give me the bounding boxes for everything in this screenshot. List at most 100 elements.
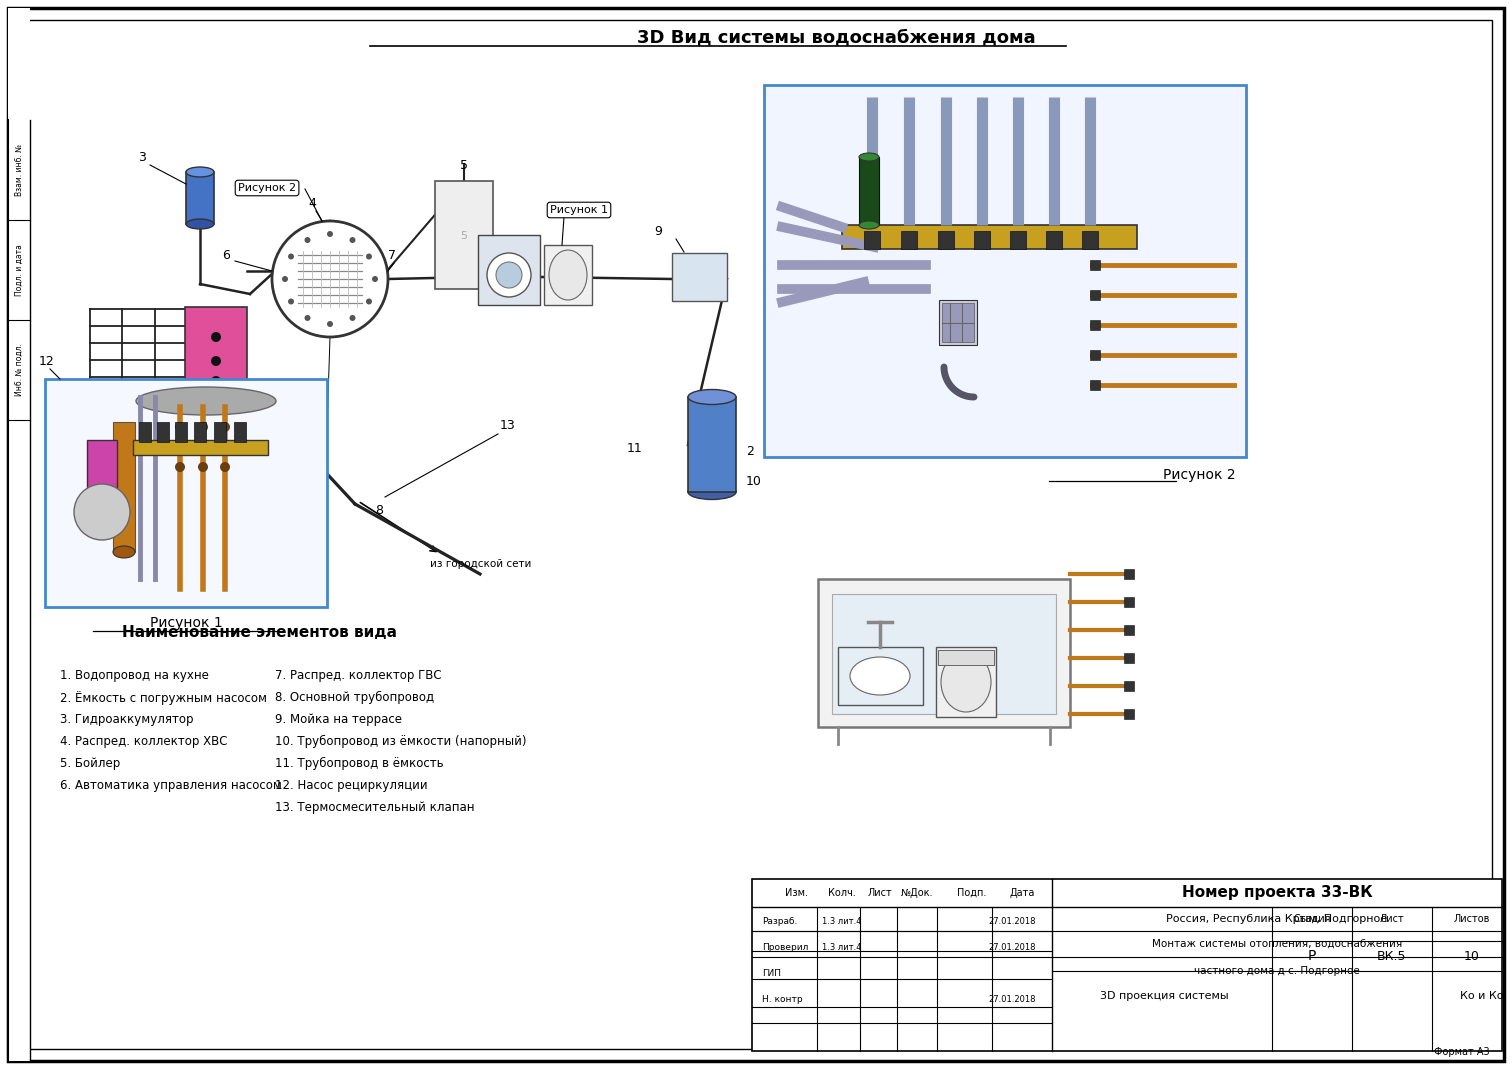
Text: Рисунок 1: Рисунок 1 — [550, 205, 608, 215]
Bar — [1123, 681, 1134, 691]
Circle shape — [74, 484, 130, 540]
Text: Ко и Ко: Ко и Ко — [1461, 991, 1504, 1001]
Bar — [45, 379, 327, 607]
Text: 1. Водопровод на кухне: 1. Водопровод на кухне — [60, 669, 209, 682]
Bar — [1123, 709, 1134, 719]
Circle shape — [304, 315, 310, 321]
Circle shape — [212, 376, 221, 386]
Circle shape — [198, 462, 209, 472]
Text: 12. Насос рециркуляции: 12. Насос рециркуляции — [275, 779, 428, 792]
Ellipse shape — [859, 221, 878, 229]
Bar — [818, 579, 1070, 727]
Text: 9. Мойка на террасе: 9. Мойка на террасе — [275, 713, 402, 726]
Text: Номер проекта 33-ВК: Номер проекта 33-ВК — [1181, 885, 1373, 900]
Text: 1.3 лит.4: 1.3 лит.4 — [823, 916, 862, 926]
Text: 3: 3 — [138, 151, 145, 164]
Bar — [1010, 231, 1027, 249]
Bar — [1090, 290, 1101, 300]
Ellipse shape — [940, 652, 990, 712]
Bar — [1123, 597, 1134, 607]
Circle shape — [327, 321, 333, 327]
Bar — [838, 647, 922, 704]
Bar — [937, 650, 993, 665]
Bar — [1083, 231, 1098, 249]
Text: Листов: Листов — [1455, 914, 1491, 924]
Circle shape — [327, 231, 333, 237]
Text: 6. Автоматика управления насосом: 6. Автоматика управления насосом — [60, 779, 281, 792]
Bar — [234, 422, 246, 441]
Text: 11. Трубопровод в ёмкость: 11. Трубопровод в ёмкость — [275, 757, 443, 770]
Bar — [157, 422, 169, 441]
Text: 6: 6 — [222, 249, 230, 262]
Bar — [936, 647, 996, 717]
Bar — [1090, 260, 1101, 270]
Text: Рисунок 2: Рисунок 2 — [1163, 468, 1235, 482]
Text: 10: 10 — [1464, 949, 1480, 962]
Text: Колч.: Колч. — [829, 888, 856, 898]
Text: 3D проекция системы: 3D проекция системы — [1099, 991, 1228, 1001]
Bar — [671, 253, 727, 301]
Bar — [1090, 379, 1101, 390]
Circle shape — [175, 462, 184, 472]
Circle shape — [198, 422, 209, 432]
Bar — [764, 86, 1246, 458]
Text: Стадия: Стадия — [1293, 914, 1331, 924]
Bar — [8, 7, 30, 1062]
Text: №Док.: №Док. — [901, 888, 933, 898]
Circle shape — [212, 332, 221, 342]
Circle shape — [372, 276, 378, 282]
Bar — [435, 181, 493, 289]
Bar — [901, 231, 916, 249]
Ellipse shape — [186, 219, 215, 229]
Text: 8: 8 — [375, 503, 383, 517]
Text: 5: 5 — [460, 159, 469, 172]
Circle shape — [287, 298, 293, 305]
Bar — [842, 224, 1137, 249]
Text: 4. Распред. коллектор ХВС: 4. Распред. коллектор ХВС — [60, 735, 227, 748]
Bar — [751, 879, 1501, 1051]
Text: 13: 13 — [500, 419, 516, 432]
Bar — [113, 422, 135, 552]
Text: ГИП: ГИП — [762, 969, 782, 977]
Bar — [184, 307, 246, 397]
Bar — [939, 300, 977, 345]
Text: Рисунок 1: Рисунок 1 — [150, 616, 222, 630]
Text: 8. Основной трубопровод: 8. Основной трубопровод — [275, 691, 434, 704]
Text: Изм.: Изм. — [786, 888, 809, 898]
Bar — [194, 422, 206, 441]
Circle shape — [349, 315, 355, 321]
Text: Дата: Дата — [1010, 888, 1034, 898]
Bar — [544, 245, 593, 305]
Text: 3D Вид системы водоснабжения дома: 3D Вид системы водоснабжения дома — [637, 28, 1036, 46]
Text: 1: 1 — [70, 404, 79, 417]
Circle shape — [283, 276, 287, 282]
Text: ВК.5: ВК.5 — [1377, 949, 1406, 962]
Circle shape — [349, 237, 355, 243]
Text: 5. Бойлер: 5. Бойлер — [60, 757, 121, 770]
Text: Лист: Лист — [1379, 914, 1405, 924]
Ellipse shape — [113, 546, 135, 558]
Text: 2: 2 — [745, 445, 754, 458]
Bar — [832, 594, 1055, 714]
Text: Монтаж системы отопления, водоснабжения: Монтаж системы отопления, водоснабжения — [1152, 939, 1402, 949]
Text: Н. контр: Н. контр — [762, 994, 803, 1004]
Text: Взам. инб. №: Взам. инб. № — [15, 144, 24, 196]
Circle shape — [304, 237, 310, 243]
Ellipse shape — [859, 153, 878, 161]
Text: Россия, Республика Крым, Подгорное: Россия, Республика Крым, Подгорное — [1166, 914, 1388, 924]
Text: 27.01.2018: 27.01.2018 — [989, 994, 1036, 1004]
Bar — [100, 441, 112, 467]
Text: 5: 5 — [461, 231, 467, 241]
Text: 1.3 лит.4: 1.3 лит.4 — [823, 943, 862, 951]
Text: 27.01.2018: 27.01.2018 — [989, 943, 1036, 951]
Circle shape — [221, 441, 230, 452]
Text: Подл. и дата: Подл. и дата — [15, 244, 24, 296]
Text: частного дома д с. Подгорное: частного дома д с. Подгорное — [1194, 966, 1359, 976]
Circle shape — [366, 298, 372, 305]
Text: 10: 10 — [745, 475, 762, 489]
Circle shape — [287, 253, 293, 260]
Bar — [478, 235, 540, 305]
Text: Р: Р — [1308, 949, 1315, 963]
Bar — [1090, 320, 1101, 330]
Text: 9: 9 — [655, 224, 662, 238]
